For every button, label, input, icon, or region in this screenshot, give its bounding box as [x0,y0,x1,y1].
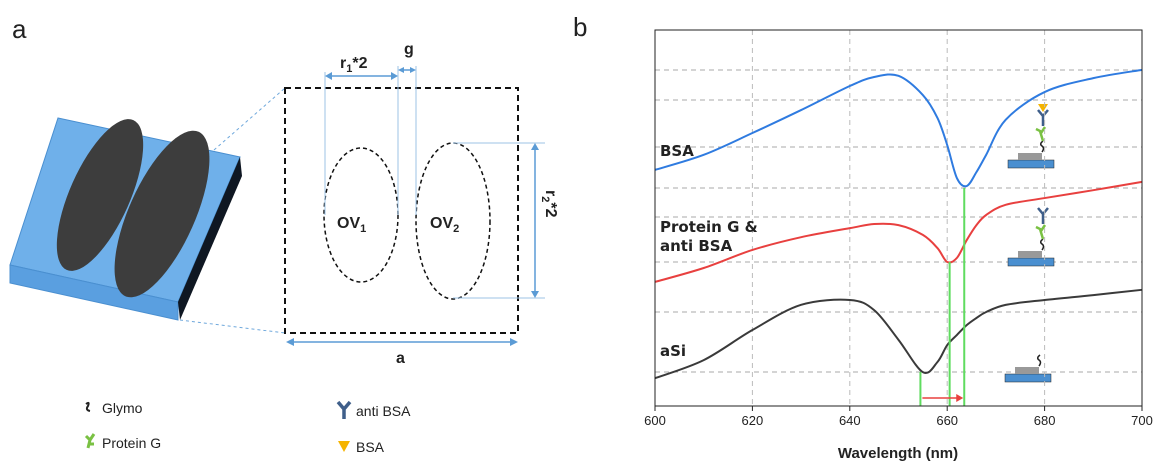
label-base: r [340,55,346,72]
legend-label: anti BSA [356,403,411,419]
plot-area [655,69,1142,373]
panel-label: a [12,14,27,44]
x-tick-label: 600 [644,413,666,428]
zoom-line [179,319,286,334]
assay-icons [1004,104,1055,383]
shift-arrowhead [956,394,964,402]
label-rest: *2 [352,55,367,72]
legend-label: Glymo [102,400,143,416]
panel-label: b [573,12,587,42]
x-tick-label: 620 [742,413,764,428]
label-sub: 1 [360,223,366,235]
anti-bsa-icon [336,400,352,419]
zoom-line [213,87,286,151]
dimension-label: r1*2 [340,55,368,75]
label-base: OV [430,215,453,232]
spectrum-line [654,288,1143,380]
label-rest: *2 [542,202,559,217]
ov1-shape [323,147,399,283]
spectrum-line [654,68,1143,188]
shape-label: OV1 [337,215,366,235]
unit-cell [284,66,545,346]
shape-label: OV2 [430,215,459,235]
x-tick-label: 660 [936,413,958,428]
metasurface-block [9,87,286,334]
legend-label: BSA [356,439,385,455]
dimension-label: a [396,350,405,367]
x-tick-label: 700 [1131,413,1153,428]
x-tick-label: 640 [839,413,861,428]
spectrum-line [654,180,1143,283]
series-label: BSA [660,142,694,160]
cell-boundary [284,87,519,334]
bsa-icon [338,441,350,452]
ellipse-2 [114,130,210,298]
label-base: r [542,190,559,196]
plot-frame [654,29,1143,407]
dimension-label: r2*2 [539,190,559,218]
level-lines [655,69,1142,373]
dimension-label: g [404,41,414,58]
label-sub: 2 [453,223,459,235]
series-label: Protein G & anti BSA [660,218,758,255]
label-base: OV [337,215,360,232]
glymo-icon [85,401,91,412]
icon-asi-layer [1004,354,1052,383]
legend-label: Protein G [102,435,161,451]
x-axis-title: Wavelength (nm) [838,445,958,462]
icon-bsa-layer [1007,104,1055,169]
block-side [178,157,242,320]
x-tick-label: 680 [1034,413,1056,428]
label-sub: 2 [539,196,551,202]
legend-a: Glymo Protein G anti BSA BSA [84,400,411,455]
label-sub: 1 [346,63,352,75]
protein-g-icon [84,433,96,449]
series-label: aSi [660,342,687,360]
ellipse-1 [56,119,144,271]
icon-antibody-layer [1007,207,1055,267]
ov2-shape [415,142,491,300]
